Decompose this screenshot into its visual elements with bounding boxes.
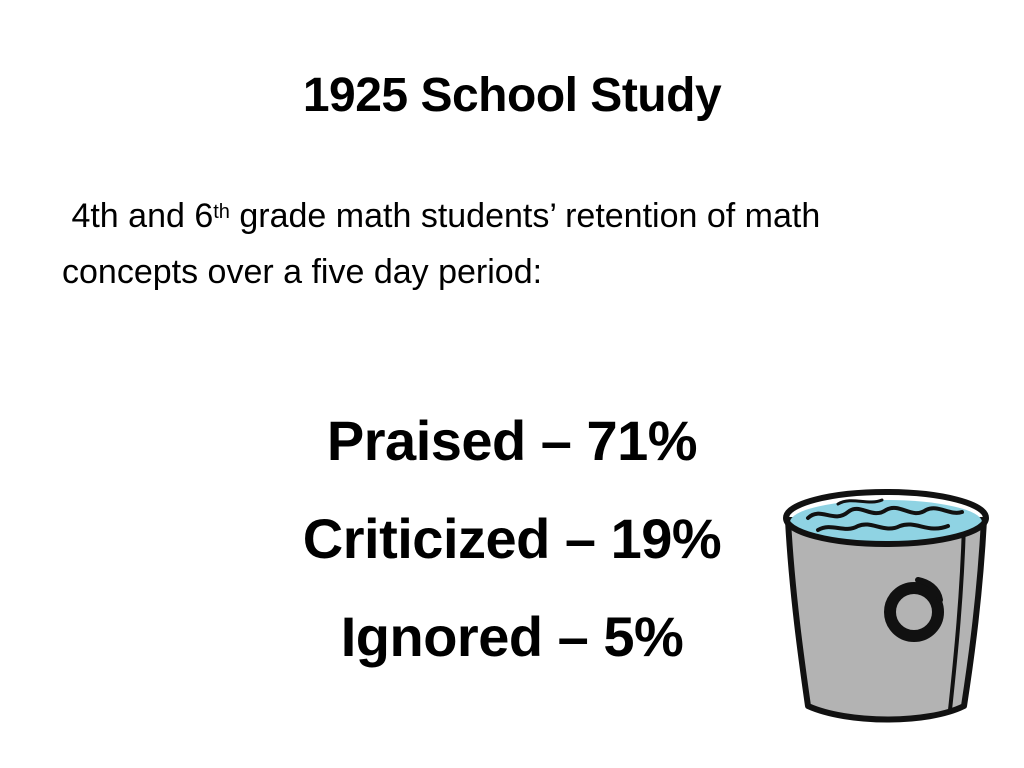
results-list: Praised – 71% Criticized – 19% Ignored –…	[0, 392, 1024, 686]
result-praised: Praised – 71%	[326, 409, 698, 472]
subtitle-superscript: th	[213, 201, 230, 223]
slide-subtitle: 4th and 6th grade math students’ retenti…	[62, 188, 942, 300]
subtitle-text-part1: 4th and 6	[71, 197, 214, 235]
water-bucket-icon	[783, 489, 989, 723]
slide-title: 1925 School Study	[302, 69, 722, 122]
bucket-rim	[783, 489, 989, 547]
bucket-water	[790, 500, 982, 544]
subtitle-text-part2: grade math students’ retention of math c…	[62, 197, 821, 291]
result-ignored: Ignored – 5%	[340, 605, 684, 668]
bucket-handle-ring	[884, 582, 944, 642]
result-criticized: Criticized – 19%	[302, 507, 722, 570]
